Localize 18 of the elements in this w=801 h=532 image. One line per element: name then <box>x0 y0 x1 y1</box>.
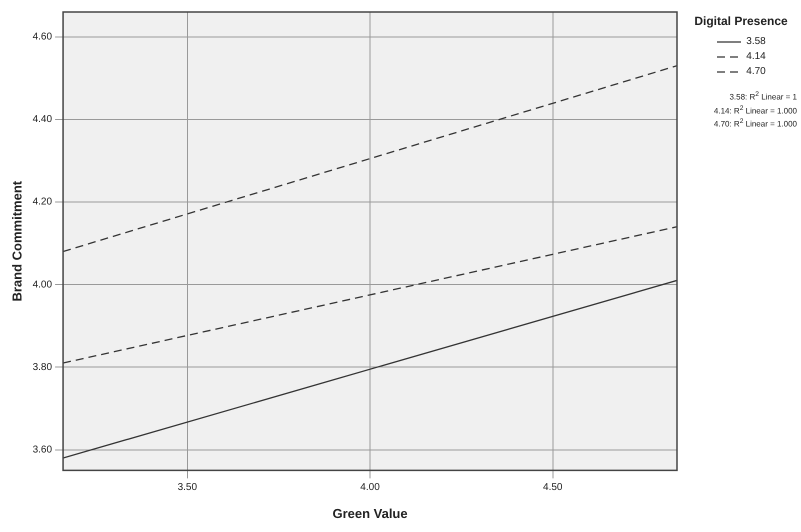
y-tick-label: 4.60 <box>32 32 52 43</box>
y-tick-label: 4.40 <box>32 114 52 126</box>
y-tick-label: 4.00 <box>32 279 52 290</box>
text: 4.70: R$^{2}$ Linear = 1.000 <box>712 117 797 130</box>
x-tick-label: 4.00 <box>360 482 380 494</box>
legend-label: 4.14 <box>746 51 766 62</box>
y-tick-label: 3.60 <box>32 444 52 456</box>
y-tick-label: 4.20 <box>32 196 52 208</box>
text: 3.58: R$^{2}$ Linear = 1 <box>728 90 797 103</box>
legend-label: 4.70 <box>746 66 766 77</box>
x-tick-label: 3.50 <box>178 482 198 494</box>
y-axis-title: Brand Commitment <box>9 180 24 302</box>
legend-label: 3.58 <box>746 36 766 47</box>
text: 4.14: R$^{2}$ Linear = 1.000 <box>712 104 797 116</box>
x-axis-title: Green Value <box>332 506 408 521</box>
legend-title: Digital Presence <box>693 14 789 28</box>
y-tick-label: 3.80 <box>32 362 52 373</box>
x-tick-label: 4.50 <box>543 482 563 494</box>
